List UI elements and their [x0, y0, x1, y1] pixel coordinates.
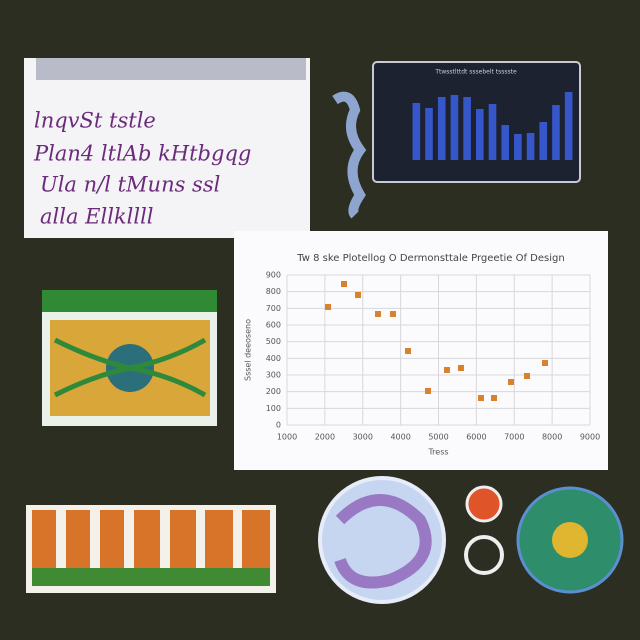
- bar: [488, 104, 497, 160]
- x-tick-label: 9000: [580, 433, 600, 442]
- y-tick-label: 900: [266, 271, 281, 280]
- y-tick-label: 500: [266, 337, 281, 346]
- x-tick-label: 5000: [428, 433, 448, 442]
- y-tick-label: 600: [266, 321, 281, 330]
- ring: [464, 535, 504, 575]
- strip-base: [32, 568, 270, 586]
- hand-line: lnqvSt tstle: [34, 109, 156, 133]
- bar: [501, 125, 509, 160]
- point: [405, 348, 412, 354]
- y-tick-label: 400: [266, 354, 281, 363]
- y-tick-label: 200: [266, 387, 281, 396]
- scatter-panel: [234, 231, 608, 470]
- sphere-core: [552, 522, 588, 558]
- plant-decoration: [332, 91, 367, 219]
- chip-traces: [53, 337, 207, 398]
- point: [524, 373, 531, 379]
- whiteboard-header: [36, 58, 306, 80]
- y-axis-label: Sssel deeoseno: [244, 319, 253, 381]
- bar: [539, 122, 548, 160]
- y-tick-label: 0: [276, 421, 281, 430]
- chart-title: Tw 8 ske Plotellog O Dermonsttale Prgeet…: [296, 253, 564, 264]
- chart-title: Ttwsstlttdt sssebelt tsssste: [434, 69, 517, 76]
- x-tick-label: 7000: [504, 433, 524, 442]
- bar: [412, 103, 421, 160]
- y-tick-label: 700: [266, 304, 281, 313]
- y-tick-label: 800: [266, 287, 281, 296]
- cell-fiber: [334, 494, 432, 589]
- point: [425, 388, 432, 394]
- point: [507, 379, 514, 385]
- bar: [437, 97, 446, 160]
- x-tick-label: 2000: [315, 433, 335, 442]
- point: [375, 311, 382, 317]
- x-tick-label: 1000: [277, 433, 297, 442]
- bar: [450, 95, 459, 160]
- y-tick-label: 300: [266, 371, 281, 380]
- x-tick-label: 3000: [353, 433, 373, 442]
- point: [390, 311, 397, 317]
- bar: [476, 109, 484, 160]
- point: [457, 365, 464, 371]
- bar: [526, 133, 535, 160]
- whiteboard: [24, 58, 310, 238]
- point: [355, 292, 362, 298]
- x-tick-label: 6000: [466, 433, 486, 442]
- hand-line: Ula n/l tMuns ssl: [40, 173, 220, 197]
- point: [490, 395, 497, 401]
- point: [341, 281, 348, 287]
- point: [443, 367, 450, 373]
- point: [325, 304, 332, 310]
- hand-line: alla Ellkllll: [40, 205, 154, 229]
- y-tick-label: 100: [266, 404, 281, 413]
- bar: [552, 105, 560, 160]
- hand-line: Plan4 ltlAb kHtbgqg: [33, 142, 251, 166]
- chip-header: [42, 290, 217, 312]
- point: [477, 395, 484, 401]
- point: [542, 360, 549, 366]
- bar: [514, 134, 522, 160]
- small-cell: [465, 485, 503, 523]
- x-tick-label: 8000: [542, 433, 562, 442]
- bar: [564, 92, 573, 160]
- x-axis-label: Tress: [427, 448, 448, 457]
- bar: [425, 108, 433, 160]
- bar: [463, 97, 471, 160]
- x-tick-label: 4000: [390, 433, 410, 442]
